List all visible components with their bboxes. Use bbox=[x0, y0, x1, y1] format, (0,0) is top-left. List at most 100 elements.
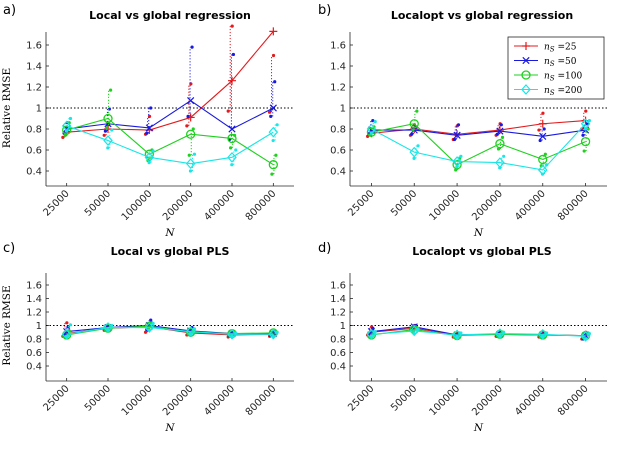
y-tick-label: 1.6 bbox=[26, 41, 42, 52]
legend-label: nS =100 bbox=[544, 72, 582, 83]
legend-label: nS =25 bbox=[544, 43, 577, 54]
data-marker bbox=[185, 326, 196, 337]
series-ns50 bbox=[62, 45, 277, 142]
y-tick-label: 0.6 bbox=[330, 146, 346, 157]
legend-marker bbox=[522, 56, 530, 65]
x-tick-label: 200000 bbox=[470, 188, 505, 223]
scatter-point bbox=[371, 119, 375, 123]
data-marker bbox=[495, 126, 504, 135]
scatter-point bbox=[186, 114, 190, 118]
y-tick-label: 1.2 bbox=[26, 83, 42, 94]
data-marker bbox=[186, 129, 196, 139]
scatter-point bbox=[191, 127, 195, 131]
data-marker bbox=[103, 322, 113, 333]
scatter-point bbox=[187, 153, 191, 157]
scatter-point bbox=[581, 133, 585, 137]
y-tick-label: 1.2 bbox=[26, 308, 42, 319]
scatter-point bbox=[226, 109, 230, 113]
legend-entry: nS =100 bbox=[514, 70, 582, 83]
panel-title: Local vs global regression bbox=[89, 9, 251, 22]
data-marker bbox=[496, 127, 504, 135]
scatter-point bbox=[149, 318, 153, 322]
scatter-point bbox=[61, 135, 65, 139]
series-ns200 bbox=[61, 321, 279, 340]
data-marker bbox=[495, 328, 505, 340]
legend-marker bbox=[521, 84, 531, 95]
series-line bbox=[66, 326, 274, 335]
data-marker bbox=[268, 126, 279, 138]
series-ns200 bbox=[61, 116, 279, 173]
y-axis-label: Relative RMSE bbox=[1, 68, 13, 148]
data-marker bbox=[61, 328, 72, 340]
scatter-point bbox=[65, 321, 69, 325]
scatter-point bbox=[410, 132, 414, 136]
y-tick-label: 0.4 bbox=[330, 167, 346, 178]
scatter-point bbox=[587, 119, 591, 123]
data-marker bbox=[495, 139, 505, 149]
data-marker bbox=[228, 125, 236, 133]
scatter-point bbox=[192, 152, 197, 156]
scatter-point bbox=[229, 146, 233, 150]
x-tick-label: 100000 bbox=[120, 383, 155, 418]
x-axis-label: N bbox=[164, 227, 175, 239]
scatter-point bbox=[412, 156, 416, 160]
scatter-point bbox=[270, 172, 274, 176]
scatter-point bbox=[110, 128, 114, 132]
data-marker bbox=[453, 130, 462, 139]
x-tick-label: 25000 bbox=[42, 383, 72, 413]
data-marker bbox=[580, 118, 591, 130]
scatter-point bbox=[582, 149, 586, 153]
panel-4: d) Localopt vs global PLS 0.4 0.6 0.8 1 1.2 1.4… bbox=[318, 241, 607, 434]
x-tick-label: 400000 bbox=[202, 188, 237, 223]
scatter-point bbox=[271, 53, 276, 58]
scatter-point bbox=[145, 131, 149, 135]
scatter-point bbox=[143, 330, 148, 334]
y-tick-label: 0.8 bbox=[26, 335, 42, 346]
panel-label: b) bbox=[318, 3, 331, 18]
panel-title: Local vs global PLS bbox=[111, 245, 230, 258]
x-tick-label: 800000 bbox=[244, 188, 279, 223]
scatter-point bbox=[538, 138, 542, 143]
y-tick-label: 1.4 bbox=[330, 62, 346, 73]
scatter-point bbox=[416, 144, 420, 148]
scatter-point bbox=[68, 116, 73, 121]
data-marker bbox=[537, 164, 548, 176]
scatter-point bbox=[267, 110, 272, 114]
y-tick-label: 0.4 bbox=[26, 362, 42, 373]
scatter-point bbox=[456, 123, 461, 127]
data-marker bbox=[409, 325, 420, 337]
x-tick-label: 800000 bbox=[556, 188, 591, 223]
data-marker bbox=[366, 328, 377, 340]
series-line bbox=[66, 325, 274, 336]
scatter-point bbox=[185, 124, 189, 128]
data-marker bbox=[227, 151, 237, 163]
series-line bbox=[66, 30, 274, 133]
scatter-point bbox=[543, 152, 547, 156]
y-tick-label: 0.8 bbox=[330, 335, 346, 346]
y-tick-label: 1.2 bbox=[330, 83, 346, 94]
scatter-point bbox=[274, 153, 278, 157]
data-marker bbox=[269, 27, 278, 36]
data-marker bbox=[538, 154, 548, 165]
legend-label: nS =50 bbox=[544, 57, 577, 68]
series-line bbox=[371, 120, 586, 135]
x-tick-label: 100000 bbox=[427, 383, 462, 418]
data-marker bbox=[187, 97, 195, 105]
data-marker bbox=[227, 328, 237, 340]
y-tick-label: 0.6 bbox=[26, 348, 42, 359]
series-ns100 bbox=[62, 88, 278, 176]
scatter-point bbox=[415, 109, 419, 113]
scatter-point bbox=[269, 114, 273, 118]
panel-label: c) bbox=[3, 241, 15, 256]
x-tick-label: 50000 bbox=[83, 188, 113, 218]
y-tick-label: 1 bbox=[340, 321, 346, 332]
scatter-point bbox=[541, 111, 545, 115]
scatter-point bbox=[231, 52, 235, 57]
data-marker bbox=[145, 124, 153, 132]
panel-label: a) bbox=[3, 3, 16, 18]
scatter-point bbox=[190, 45, 194, 49]
data-marker bbox=[269, 104, 277, 112]
legend-box bbox=[507, 36, 605, 100]
y-tick-label: 1 bbox=[36, 321, 42, 332]
data-marker bbox=[538, 119, 547, 128]
